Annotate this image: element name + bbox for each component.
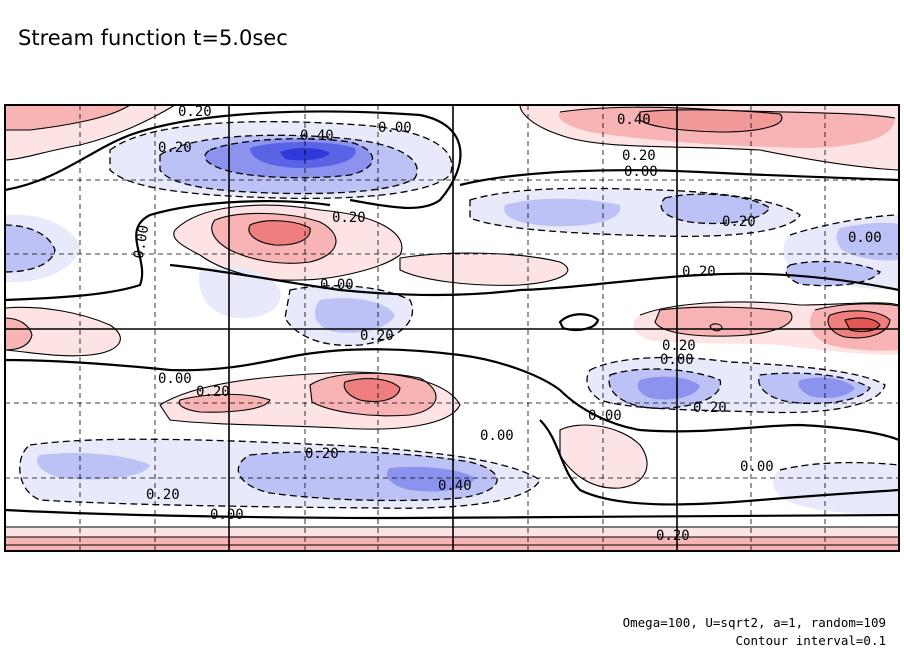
- contour-label: 0.20: [146, 487, 180, 503]
- positive-contours: [5, 105, 899, 546]
- contour-label: 0.20: [693, 400, 727, 416]
- footer-contour-interval: Contour interval=0.1: [735, 633, 886, 648]
- contour-label: 0.40: [438, 478, 472, 494]
- contour-label: 0.00: [848, 230, 882, 246]
- zero-contours: [5, 110, 899, 520]
- contour-label: 0.20: [662, 338, 696, 354]
- negative-contours: [5, 120, 899, 509]
- contour-label: 0.00: [740, 459, 774, 475]
- plot-frame: [4, 104, 900, 552]
- contour-label: 0.20: [622, 148, 656, 164]
- chart-title: Stream function t=5.0sec: [18, 26, 288, 50]
- contour-label: 0.00: [660, 352, 694, 368]
- contour-label: 0.00: [131, 224, 153, 260]
- contour-label: 0.20: [682, 264, 716, 280]
- contour-label: 0.20: [178, 104, 212, 120]
- contour-label: 0.00: [480, 428, 514, 444]
- strong-regions: [205, 109, 890, 492]
- contour-label: 0.20: [360, 328, 394, 344]
- contour-label: 0.20: [332, 210, 366, 226]
- contour-label: 0.00: [158, 371, 192, 387]
- contour-label: 0.20: [722, 214, 756, 230]
- grid-dashed: [5, 105, 899, 551]
- contour-label: 0.40: [617, 112, 651, 128]
- contour-label: 0.40: [300, 128, 334, 144]
- contour-labels: 0.20 0.20 0.40 0.00 0.40 0.20 0.00 0.20 …: [131, 104, 882, 544]
- grid-solid: [5, 105, 899, 551]
- footer-parameters: Omega=100, U=sqrt2, a=1, random=109: [622, 615, 886, 630]
- contour-label: 0.00: [378, 120, 412, 136]
- contour-label: 0.00: [624, 164, 658, 180]
- contour-label: 0.20: [158, 140, 192, 156]
- contour-label: 0.00: [210, 507, 244, 523]
- contour-label: 0.20: [656, 528, 690, 544]
- contour-label: 0.20: [196, 384, 230, 400]
- contour-label: 0.00: [320, 277, 354, 293]
- contour-label: 0.00: [588, 408, 622, 424]
- contour-label: 0.20: [305, 446, 339, 462]
